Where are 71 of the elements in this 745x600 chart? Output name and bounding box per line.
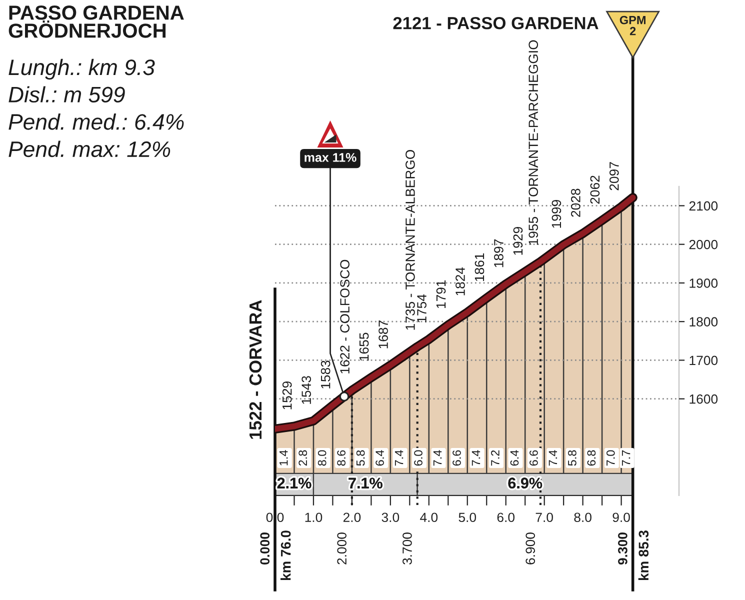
text: Pend. med.: 6.4% (8, 113, 184, 130)
annotation: 7.4 (433, 450, 442, 466)
ref-line-label: 0.000 (260, 532, 270, 564)
annotation: 8.0 (318, 450, 326, 466)
data-label: 1529 (282, 382, 292, 410)
data-label: 2097 (609, 162, 619, 190)
data-label: 1824 (456, 267, 465, 296)
data-label: 1861 (474, 253, 484, 282)
text: Pend. max: 12% (8, 140, 170, 158)
x-tick-label: 1.0 (305, 512, 322, 522)
y-tick-label: 1900 (690, 278, 718, 288)
data-label: 1955 - TORNANTE-PARCHEGGIO (528, 40, 538, 245)
data-label: 2028 (571, 188, 580, 217)
ref-line-label: 9.300 (618, 532, 628, 565)
ref-line-label: 3.700 (402, 532, 412, 565)
annotation: 2.8 (298, 450, 308, 466)
x-tick-label: 5.0 (458, 512, 476, 522)
annotation: 6.4 (376, 450, 384, 466)
data-label: 1791 (436, 280, 446, 308)
annotation: 7.0 (606, 450, 615, 466)
x-tick-label: 9.0 (612, 512, 630, 522)
data-label: 1522 - CORVARA (249, 300, 262, 439)
annotation: 6.6 (530, 450, 538, 466)
ref-line-label: 6.900 (526, 532, 536, 564)
data-label: 1929 (513, 227, 523, 255)
x-tick-label: 6.0 (497, 512, 515, 522)
data-label: 1687 (378, 320, 388, 348)
data-label: 1999 (552, 200, 562, 228)
x-tick-label: 4.0 (420, 512, 438, 522)
y-tick-label: 1800 (690, 317, 718, 326)
annotation: 7.7 (622, 450, 630, 466)
data-label: 1735 - TORNANTE-ALBERGO (406, 150, 415, 330)
text: Lungh.: km 9.3 (8, 58, 155, 80)
data-label: 1622 - COLFOSCO (340, 260, 350, 374)
data-label: 1583 (320, 360, 330, 388)
band-label: 2.1% (277, 478, 312, 488)
data-label: 1754 (417, 294, 426, 322)
data-label: 2062 (590, 176, 600, 204)
annotation: 7.4 (394, 450, 404, 466)
text: km 76.0 (280, 530, 291, 580)
y-tick-label: 2000 (689, 240, 718, 250)
annotation: 7.4 (472, 450, 480, 466)
data-label: 1655 (359, 332, 369, 361)
x-tick-label: 8.0 (574, 512, 592, 522)
band-label: 6.9% (508, 478, 542, 488)
annotation: 7.2 (491, 450, 500, 466)
annotation: 1.4 (280, 450, 288, 466)
x-tick-label: 3.0 (382, 512, 400, 522)
x-tick-label: 2.0 (343, 512, 361, 522)
band-label: 7.1% (348, 478, 382, 488)
text: 2121 - PASSO GARDENA (393, 16, 598, 30)
y-tick-label: 1700 (690, 356, 718, 366)
y-tick-label: 2100 (689, 201, 718, 211)
annotation: 6.4 (510, 450, 519, 466)
annotation: 6.8 (587, 450, 596, 466)
data-label: 1543 (302, 376, 312, 404)
y-tick-label: 1600 (690, 394, 718, 404)
text: GPM 2 (620, 16, 646, 36)
data-label: 1897 (494, 239, 504, 268)
text: Disl.: m 599 (8, 86, 125, 103)
text: PASSO GARDENA GRÖDNERJOCH (8, 6, 184, 38)
annotation: 7.4 (548, 450, 558, 466)
annotation: 6.6 (452, 450, 461, 466)
annotation: 6.0 (414, 450, 422, 466)
x-tick-label: 7.0 (536, 512, 553, 522)
text: km 85.3 (638, 530, 649, 580)
annotation: 5.8 (568, 450, 576, 466)
annotation: 8.6 (337, 450, 346, 466)
annotation: 5.8 (356, 450, 365, 466)
ref-line-label: 2.000 (337, 532, 346, 564)
annotation: max 11% (304, 153, 356, 162)
